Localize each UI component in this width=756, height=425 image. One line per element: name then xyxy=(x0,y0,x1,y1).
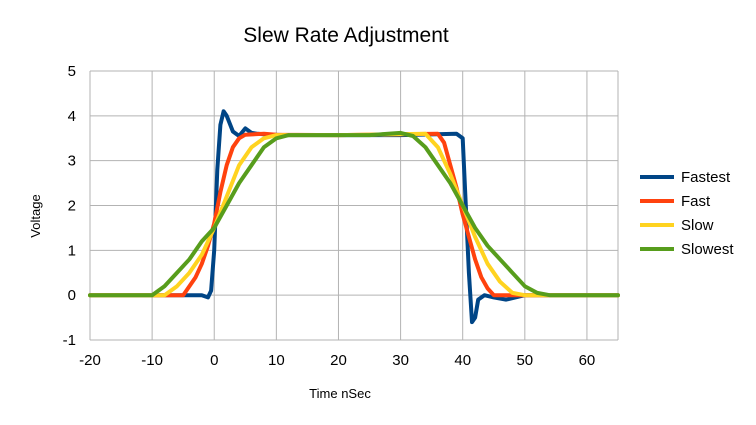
series-lines xyxy=(88,109,620,325)
series-line-slow xyxy=(88,131,620,298)
y-tick-label: 2 xyxy=(68,198,76,215)
x-tick-label: -10 xyxy=(141,352,163,369)
x-tick-label: 0 xyxy=(210,352,218,369)
y-tick-labels: -1 0 1 2 3 4 5 xyxy=(63,63,76,349)
y-tick-label: 5 xyxy=(68,63,76,80)
x-tick-labels: -20 -10 0 10 20 30 40 50 60 xyxy=(79,352,595,369)
grid xyxy=(89,70,619,341)
legend-label-fast: Fast xyxy=(681,193,711,210)
x-tick-label: 30 xyxy=(392,352,409,369)
legend-label-fastest: Fastest xyxy=(681,169,731,186)
x-tick-label: 50 xyxy=(516,352,533,369)
y-tick-label: -1 xyxy=(63,332,76,349)
y-tick-label: 3 xyxy=(68,153,76,170)
x-tick-label: 40 xyxy=(454,352,471,369)
legend-label-slowest: Slowest xyxy=(681,241,734,258)
series-line-slowest xyxy=(88,130,620,298)
legend-label-slow: Slow xyxy=(681,217,714,234)
y-tick-label: 1 xyxy=(68,242,76,259)
y-tick-label: 0 xyxy=(68,287,76,304)
x-tick-label: -20 xyxy=(79,352,101,369)
series-line-fast xyxy=(88,131,620,298)
x-tick-label: 20 xyxy=(330,352,347,369)
legend: Fastest Fast Slow Slowest xyxy=(640,169,734,258)
y-axis-label: Voltage xyxy=(28,194,43,237)
x-axis-label: Time nSec xyxy=(309,386,371,401)
x-tick-label: 10 xyxy=(268,352,285,369)
y-tick-label: 4 xyxy=(68,108,76,125)
x-tick-label: 60 xyxy=(579,352,596,369)
chart-title: Slew Rate Adjustment xyxy=(243,24,449,47)
